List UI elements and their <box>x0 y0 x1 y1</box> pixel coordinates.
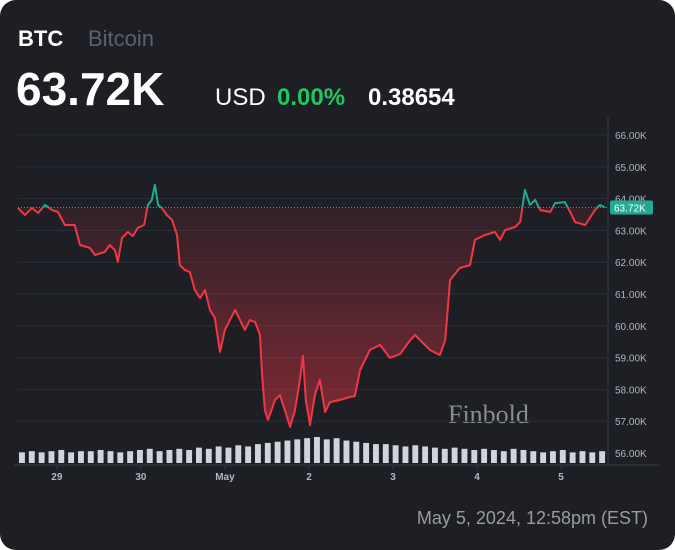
volume-bar <box>28 451 35 463</box>
volume-bar <box>176 448 183 463</box>
volume-bar <box>559 450 566 463</box>
volume-bar <box>373 444 379 463</box>
y-tick-label: 64.00K <box>615 195 647 206</box>
y-tick-label: 58.00K <box>615 385 647 396</box>
volume-bar <box>58 450 65 463</box>
x-tick-label: May <box>215 472 235 483</box>
volume-bar <box>245 446 252 463</box>
x-tick-label: 29 <box>51 472 63 483</box>
x-tick-label: 3 <box>390 472 396 483</box>
price-line <box>17 183 606 428</box>
volume-bar <box>471 450 478 463</box>
timestamp: May 5, 2024, 12:58pm (EST) <box>417 508 648 528</box>
volume-bar <box>38 452 45 463</box>
volume-bar <box>520 450 527 463</box>
volume-bar <box>137 450 143 463</box>
x-tick-label: 4 <box>474 472 480 483</box>
volume-bar <box>255 444 261 463</box>
y-tick-label: 60.00K <box>615 322 647 333</box>
symbol: BTC <box>18 26 63 51</box>
volume-bar <box>422 446 429 463</box>
volume-bar <box>500 451 507 463</box>
volume-bar <box>127 451 134 463</box>
volume-bar <box>441 448 448 463</box>
volume-bar <box>451 447 458 463</box>
y-tick-label: 63.00K <box>615 226 647 237</box>
volume-bar <box>353 441 360 463</box>
y-tick-label: 65.00K <box>615 163 647 174</box>
volume-bar <box>530 451 537 463</box>
volume-bar <box>235 445 242 463</box>
volume-bar <box>156 451 163 463</box>
volume-bar <box>491 450 497 463</box>
volume-bar <box>382 444 389 463</box>
volume-bar <box>589 452 596 463</box>
volume-bar <box>225 447 232 463</box>
volume-bar <box>579 451 586 463</box>
change: 0.00% <box>277 84 345 111</box>
volume-bar <box>412 445 419 463</box>
volume-bar <box>107 451 114 463</box>
volume-bar <box>196 447 202 463</box>
volume-bar <box>569 452 576 463</box>
volume-bar <box>186 450 193 463</box>
volume-bar <box>510 448 517 463</box>
volume-bar <box>304 438 311 463</box>
volume-bar <box>146 448 153 463</box>
watermark: Finbold <box>448 400 529 429</box>
volume-bar <box>540 452 547 463</box>
volume-bar <box>19 452 25 463</box>
y-tick-label: 56.00K <box>615 449 647 460</box>
volume-bar <box>323 439 330 463</box>
volume-bar <box>97 450 104 463</box>
price: 63.72K <box>16 63 164 115</box>
volume-bar <box>461 448 468 463</box>
volume-bar <box>333 438 340 463</box>
y-tick-label: 66.00K <box>615 131 647 142</box>
volume-bar <box>343 440 350 463</box>
volume-bar <box>284 440 291 463</box>
volume-bar <box>550 451 556 463</box>
volume-bar <box>402 446 409 463</box>
y-tick-label: 62.00K <box>615 258 647 269</box>
x-tick-label: 5 <box>558 472 564 483</box>
price-tag-label: 63.72K <box>614 204 646 215</box>
asset-name: Bitcoin <box>88 26 154 51</box>
y-tick-label: 61.00K <box>615 290 647 301</box>
volume-bar <box>68 452 75 463</box>
volume-bar <box>432 447 438 463</box>
volume-bar <box>166 450 173 463</box>
area <box>18 207 606 427</box>
volume-bar <box>314 437 320 463</box>
x-tick-label: 30 <box>135 472 147 483</box>
x-tick-label: 2 <box>306 472 312 483</box>
volume-bar <box>215 446 222 463</box>
volume-bar <box>294 439 301 463</box>
price-tag <box>610 200 653 215</box>
volume-bar <box>117 452 124 463</box>
volume-bar <box>274 441 281 463</box>
volume-bar <box>392 445 399 463</box>
volume-bar <box>599 451 606 463</box>
volume-bar <box>87 451 94 463</box>
last-value: 0.38654 <box>368 84 455 111</box>
y-tick-label: 59.00K <box>615 354 647 365</box>
volume-bar <box>48 451 55 463</box>
volume-bar <box>481 448 488 463</box>
volume-bar <box>205 448 212 463</box>
volume-bar <box>363 442 370 463</box>
volume-bar <box>78 451 84 463</box>
currency: USD <box>215 84 266 111</box>
y-tick-label: 57.00K <box>615 417 647 428</box>
volume-bar <box>264 442 271 463</box>
